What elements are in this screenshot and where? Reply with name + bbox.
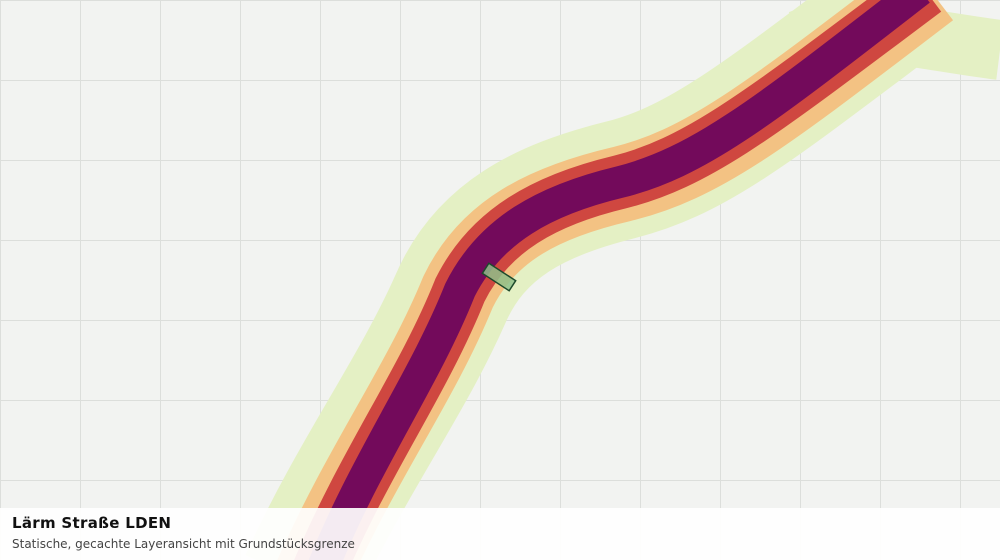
parcel-boundary	[481, 262, 517, 292]
noise-band-very-high	[308, 0, 930, 560]
map-title: Lärm Straße LDEN	[12, 514, 172, 532]
noise-bands	[245, 0, 1000, 560]
map-subtitle: Statische, gecachte Layeransicht mit Gru…	[12, 537, 355, 551]
caption: Lärm Straße LDEN Statische, gecachte Lay…	[0, 508, 1000, 560]
